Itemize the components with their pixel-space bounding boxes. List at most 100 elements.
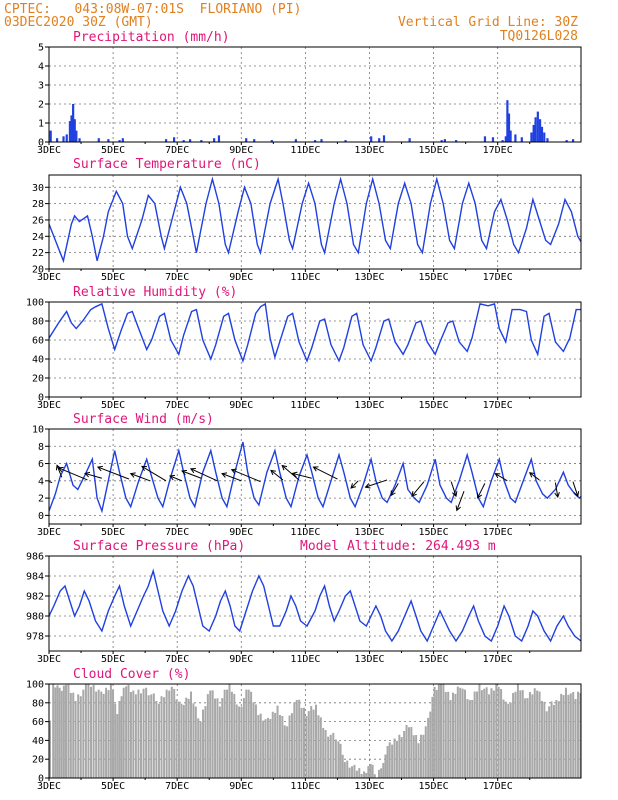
cloud-bar [134,694,137,778]
wind-vector-head [390,490,396,497]
precip-bar [49,130,52,142]
y-tick-label: 980 [26,612,44,623]
wind-vector-head [129,472,136,478]
precip-bar [72,104,75,142]
x-tick-label: 11DEC [290,400,320,411]
cloud-bar [557,701,560,778]
cloud-bar [82,689,85,778]
cloud-bar [327,736,330,778]
cloud-bar [490,688,493,778]
precip-bar [253,139,256,142]
x-tick-label: 3DEC [37,272,61,283]
cloud-bar [410,727,413,778]
x-tick-label: 15DEC [419,272,449,283]
cloud-bar [288,715,291,778]
cloud-bar [598,703,600,778]
precip-bar [565,140,568,142]
precip-bar [213,138,216,142]
cloud-bar [369,763,372,778]
cloud-bar [495,684,498,778]
cloud-bar [407,727,410,778]
cloud-bar [173,688,176,778]
x-tick-label: 17DEC [483,527,513,538]
precip-bar [543,132,546,142]
precip-bar [546,138,549,142]
cloud-bar [497,686,500,778]
y-tick-label: 20 [32,265,44,276]
cloud-bar [175,699,178,778]
cloud-bar [449,699,452,778]
wind-vector [97,466,130,480]
cloud-bar [185,697,188,778]
wind-vector-head [455,505,461,512]
cloud-bar [77,694,80,778]
precip-bar [294,139,297,142]
cloud-bar [317,715,320,778]
y-tick-label: 80 [32,317,44,328]
wind-vector-head [84,471,91,478]
x-tick-label: 11DEC [290,272,320,283]
precip-bar [540,126,544,142]
cloud-bar [363,771,366,778]
cloud-bar [519,690,522,778]
cloud-bar [132,690,135,778]
cloud-bar [87,684,90,778]
cloud-bar [433,686,436,778]
cloud-bar [466,699,469,778]
y-tick-label: 2 [38,100,44,111]
cloud-bar [504,701,507,778]
cloud-bar [478,684,481,778]
cloud-bar [274,712,277,778]
precip-frame [48,46,582,143]
temperature-frame [48,174,582,270]
x-tick-label: 15DEC [419,400,449,411]
wind-vector [456,491,465,511]
wind-vector-head [350,483,357,489]
x-tick-label: 17DEC [483,272,513,283]
cloud-bar [216,698,219,778]
cloud-bar [536,690,539,778]
wind-vector [231,469,261,483]
cloud-bar [105,687,108,778]
x-tick-label: 13DEC [354,400,384,411]
x-tick-label: 5DEC [101,145,125,156]
cloud-bar [514,691,517,778]
wind-vector [292,472,312,479]
cloud-bar [456,686,459,778]
x-tick-label: 7DEC [165,527,189,538]
precip-bar [314,140,317,142]
cloud-bar [127,684,130,778]
cloud-bar [488,694,491,778]
precip-bar [455,140,458,142]
x-tick-label: 15DEC [419,654,449,665]
cloud-bar [461,688,464,778]
wind-vector [130,473,151,482]
cloud-bar [386,746,389,778]
cloud-cover-panel: 0 20 40 60 80 100 3DEC 5DEC 7DEC 9DEC 11DEC 13DEC 15… [26,667,600,792]
pressure-frame [48,555,582,652]
cloud-bar [281,715,284,778]
precip-bar [320,139,323,142]
x-tick-label: 15DEC [419,781,449,792]
cloud-bar [264,719,267,778]
wind-vector-head [587,484,592,489]
cloud-bar [403,731,406,778]
cloud-bar [439,684,442,778]
cloud-bar [118,700,121,778]
x-tick-label: 17DEC [483,654,513,665]
wind-vector-head [181,469,188,476]
cloud-bar [190,691,193,778]
cloud-bar [62,685,65,778]
cloud-bar [596,701,598,778]
wind-vector [411,481,425,497]
precip-bar [200,140,203,142]
cloud-bar [435,689,438,778]
y-tick-label: 5 [38,43,44,54]
cloud-bar [214,698,217,778]
cloud-bar [194,706,197,778]
cloud-bar [120,696,123,778]
cloud-bar [112,689,115,778]
y-tick-label: 4 [38,62,44,73]
cloud-bar [271,711,274,778]
